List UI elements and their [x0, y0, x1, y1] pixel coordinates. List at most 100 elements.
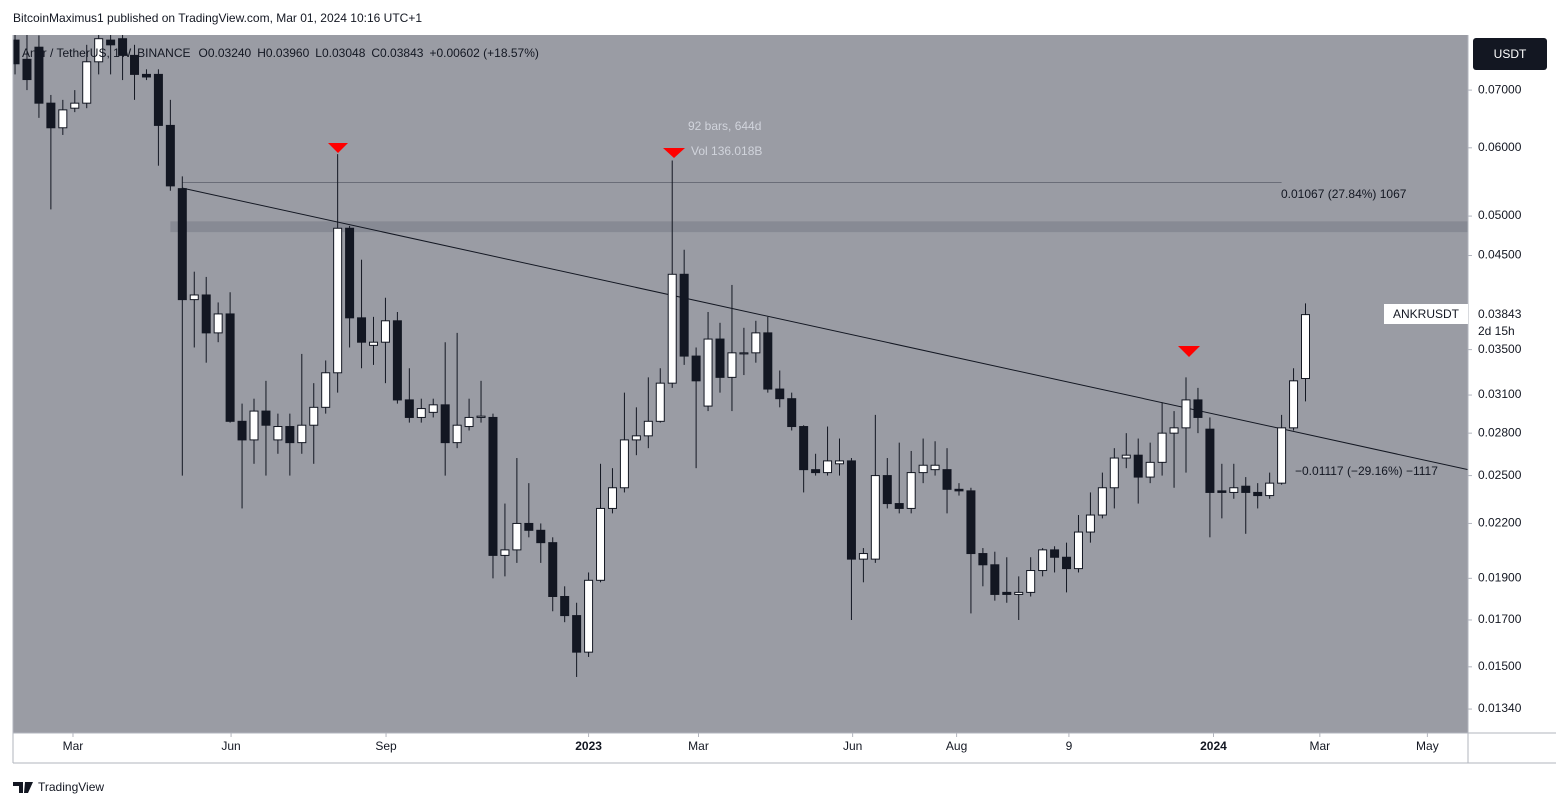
currency-button[interactable]: [1473, 38, 1547, 70]
currency-button-label[interactable]: USDT: [1494, 47, 1527, 61]
candle-body: [1181, 399, 1191, 429]
footer-logo: TradingView: [13, 780, 104, 794]
ohlc-value: 0.03960: [266, 46, 310, 60]
ohlc-value: 0.03843: [380, 46, 424, 60]
candle-body: [1109, 457, 1119, 489]
candle-body: [368, 341, 378, 346]
candle-body: [858, 553, 868, 560]
candle-body: [751, 332, 761, 354]
y-tick-label: 0.02200: [1478, 516, 1522, 530]
y-tick-label: 0.01700: [1478, 612, 1522, 626]
candle-body: [416, 408, 426, 418]
candle-body: [357, 317, 367, 343]
candle-body: [572, 615, 582, 653]
legend-header: Ankr / TetherUS, 1W, BINANCE O0.03240 H0.0…: [22, 46, 539, 60]
ohlc-value: 0.03048: [322, 46, 366, 60]
change: +0.00602 (+18.57%): [429, 46, 538, 60]
candle-body: [141, 73, 151, 78]
y-tick-label: 0.05000: [1478, 208, 1522, 222]
candle-body: [643, 420, 653, 437]
candle-body: [177, 188, 187, 301]
symbol-tag-label: ANKRUSDT: [1393, 307, 1460, 321]
candle-body: [894, 503, 904, 509]
ohlc-key: C: [371, 46, 380, 60]
candle-body: [1097, 487, 1107, 516]
candle-body: [763, 332, 773, 390]
candle-body: [189, 294, 199, 301]
x-tick-label: Aug: [946, 739, 967, 753]
candle-body: [165, 124, 175, 187]
y-tick-label: 0.03100: [1478, 387, 1522, 401]
candle-body: [1014, 591, 1024, 595]
candle-body: [703, 338, 713, 407]
trendline: [181, 187, 1468, 471]
candle-body: [404, 399, 414, 418]
candle-body: [249, 410, 259, 441]
candle-body: [739, 352, 749, 355]
candle-body: [619, 439, 629, 489]
candle-body: [452, 424, 462, 444]
candle-body: [990, 564, 1000, 595]
x-tick-label: Mar: [63, 739, 84, 753]
x-tick-label: Sep: [375, 739, 397, 753]
candle-body: [1062, 556, 1072, 570]
candle-body: [118, 38, 128, 56]
candle-body: [70, 102, 80, 109]
candle-body: [691, 355, 701, 382]
footer-text: TradingView: [38, 780, 104, 794]
symbol-tag: [1384, 304, 1468, 324]
candle-body: [94, 38, 104, 63]
candle-body: [130, 54, 140, 75]
bars-annotation: 92 bars, 644d: [688, 119, 761, 133]
x-tick-label: 2023: [575, 739, 602, 753]
candle-body: [1073, 531, 1083, 570]
candle-body: [261, 410, 271, 426]
candle-body: [82, 61, 92, 104]
candle-body: [906, 472, 916, 509]
x-tick-label: 9: [1066, 739, 1073, 753]
price-tag: [1470, 304, 1538, 342]
candle-body: [1169, 427, 1179, 434]
candle-body: [1121, 454, 1131, 459]
candle-body: [954, 488, 964, 492]
candle-body: [333, 227, 343, 374]
candle-body: [787, 398, 797, 428]
candle-body: [46, 102, 56, 129]
candle-body: [428, 404, 438, 413]
candle-body: [1002, 591, 1012, 595]
candle-body: [1241, 485, 1251, 493]
candle-body: [596, 507, 606, 581]
candle-body: [834, 460, 844, 465]
candle-body: [1026, 570, 1036, 593]
candle-body: [655, 382, 665, 422]
candle-body: [22, 58, 32, 81]
ohlc-value: 0.03240: [208, 46, 252, 60]
candle-body: [237, 420, 247, 441]
candle-body: [607, 487, 617, 509]
candle-body: [488, 416, 498, 556]
candle-body: [201, 294, 211, 334]
candle-body: [321, 372, 331, 408]
ohlc-key: H: [257, 46, 266, 60]
candle-body: [799, 426, 809, 471]
candle-body: [464, 416, 474, 428]
candle-body: [512, 522, 522, 551]
candle-body: [1277, 427, 1287, 484]
candle-body: [846, 460, 856, 560]
candle-body: [1300, 314, 1310, 380]
sell-marker: [1178, 346, 1200, 357]
resistance-zone: [170, 221, 1468, 233]
candle-body: [1038, 549, 1048, 572]
x-tick-label: May: [1416, 739, 1439, 753]
candle-body: [213, 313, 223, 334]
candle-body: [106, 39, 116, 46]
y-tick-label: 0.02800: [1478, 425, 1522, 439]
plot-background: [13, 35, 1468, 733]
candle-body: [942, 469, 952, 490]
candle-body: [679, 273, 689, 357]
candle-body: [966, 490, 976, 555]
candle-body: [1133, 454, 1143, 478]
candle-body: [775, 388, 785, 400]
y-tick-label: 0.06000: [1478, 140, 1522, 154]
